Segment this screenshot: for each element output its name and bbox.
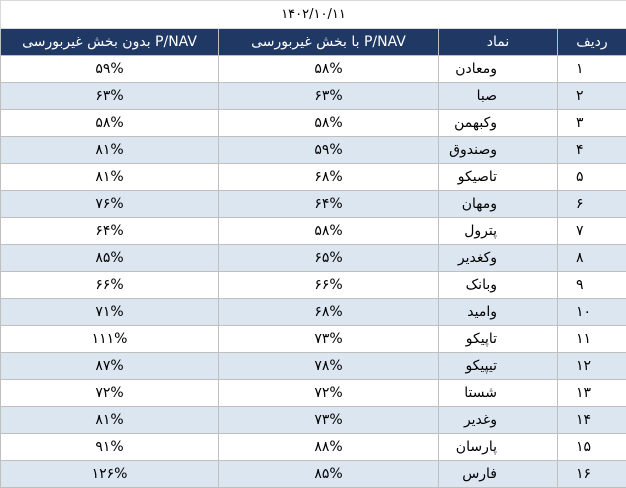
- row-number: ۳: [558, 110, 626, 137]
- pnav-without: ۸۱%: [1, 137, 219, 164]
- pnav-without: ۷۱%: [1, 299, 219, 326]
- pnav-without: ۸۵%: [1, 245, 219, 272]
- row-number: ۱۶: [558, 461, 626, 488]
- row-number: ۴: [558, 137, 626, 164]
- pnav-with: ۶۳%: [219, 83, 439, 110]
- symbol: شستا: [439, 380, 558, 407]
- row-number: ۱۴: [558, 407, 626, 434]
- pnav-without: ۸۱%: [1, 407, 219, 434]
- pnav-without: ۶۴%: [1, 218, 219, 245]
- pnav-without: ۸۷%: [1, 353, 219, 380]
- pnav-with: ۸۵%: [219, 461, 439, 488]
- symbol: پترول: [439, 218, 558, 245]
- pnav-with: ۵۸%: [219, 56, 439, 83]
- row-number: ۵: [558, 164, 626, 191]
- pnav-without: ۶۶%: [1, 272, 219, 299]
- symbol: تیپیکو: [439, 353, 558, 380]
- pnav-without: ۹۱%: [1, 434, 219, 461]
- symbol: وکغدیر: [439, 245, 558, 272]
- pnav-with: ۶۸%: [219, 164, 439, 191]
- pnav-without: ۷۲%: [1, 380, 219, 407]
- date-row: ۱۴۰۲/۱۰/۱۱: [1, 1, 626, 29]
- row-number: ۲: [558, 83, 626, 110]
- row-number: ۶: [558, 191, 626, 218]
- symbol: صبا: [439, 83, 558, 110]
- row-number: ۱۵: [558, 434, 626, 461]
- symbol: وبانک: [439, 272, 558, 299]
- pnav-with: ۷۳%: [219, 326, 439, 353]
- pnav-with: ۵۸%: [219, 110, 439, 137]
- symbol: تاپیکو: [439, 326, 558, 353]
- pnav-with: ۶۵%: [219, 245, 439, 272]
- header-cell: P/NAV با بخش غیربورسی: [219, 29, 439, 56]
- symbol: ومهان: [439, 191, 558, 218]
- symbol: وغدیر: [439, 407, 558, 434]
- date: ۱۴۰۲/۱۰/۱۱: [1, 1, 626, 29]
- symbol: وکبهمن: [439, 110, 558, 137]
- pnav-without: ۵۹%: [1, 56, 219, 83]
- symbol: تاصیکو: [439, 164, 558, 191]
- pnav-with: ۷۳%: [219, 407, 439, 434]
- pnav-without: ۷۶%: [1, 191, 219, 218]
- header-cell: نماد: [439, 29, 558, 56]
- symbol: ومعادن: [439, 56, 558, 83]
- row-number: ۱۲: [558, 353, 626, 380]
- pnav-with: ۸۸%: [219, 434, 439, 461]
- header-cell: P/NAV بدون بخش غیربورسی: [1, 29, 219, 56]
- pnav-without: ۱۱۱%: [1, 326, 219, 353]
- pnav-with: ۶۸%: [219, 299, 439, 326]
- row-number: ۷: [558, 218, 626, 245]
- header-cell: ردیف: [558, 29, 626, 56]
- row-number: ۱۳: [558, 380, 626, 407]
- pnav-without: ۵۸%: [1, 110, 219, 137]
- symbol: وصندوق: [439, 137, 558, 164]
- row-number: ۱: [558, 56, 626, 83]
- pnav-with: ۷۸%: [219, 353, 439, 380]
- symbol: پارسان: [439, 434, 558, 461]
- pnav-with: ۵۹%: [219, 137, 439, 164]
- pnav-without: ۱۲۶%: [1, 461, 219, 488]
- pnav-with: ۵۸%: [219, 218, 439, 245]
- pnav-with: ۶۴%: [219, 191, 439, 218]
- row-number: ۸: [558, 245, 626, 272]
- row-number: ۱۱: [558, 326, 626, 353]
- pnav-with: ۷۲%: [219, 380, 439, 407]
- pnav-without: ۶۳%: [1, 83, 219, 110]
- header-row: ردیف نماد P/NAV با بخش غیربورسی P/NAV بد…: [1, 29, 626, 56]
- row-number: ۹: [558, 272, 626, 299]
- pnav-without: ۸۱%: [1, 164, 219, 191]
- row-number: ۱۰: [558, 299, 626, 326]
- symbol: وامید: [439, 299, 558, 326]
- symbol: فارس: [439, 461, 558, 488]
- pnav-with: ۶۶%: [219, 272, 439, 299]
